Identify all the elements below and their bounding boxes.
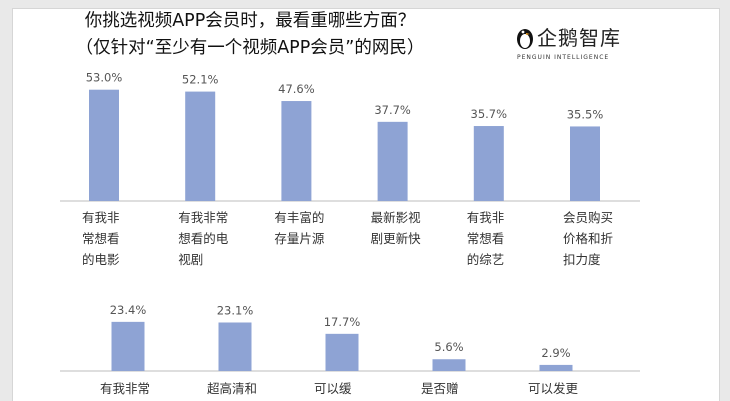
chart2-bar: [325, 333, 359, 371]
chart2-value-label: 23.1%: [217, 303, 254, 317]
title-line-1: 你挑选视频APP会员时，最看重哪些方面？: [84, 11, 416, 31]
logo-name: 企鹅智库: [537, 26, 621, 50]
chart1-category-label: 视剧: [178, 252, 203, 267]
chart2-category-label: 是否赠: [421, 381, 459, 396]
chart1-category-label: 会员购买: [563, 210, 613, 225]
chart1-category-label: 的电影: [82, 252, 120, 267]
chart1-category-label: 最新影视: [371, 210, 422, 225]
chart1-value-label: 37.7%: [374, 103, 411, 117]
chart2-value-label: 5.6%: [434, 340, 463, 354]
chart1-category-label: 常想看: [82, 231, 120, 246]
chart2-category-label: 可以缓: [314, 381, 352, 396]
chart1-value-label: 47.6%: [278, 82, 315, 96]
chart1-bar: [281, 101, 312, 201]
chart1-category-label: 价格和折: [563, 231, 613, 246]
chart1-bar: [377, 121, 408, 201]
chart1-category-label: 扣力度: [563, 252, 601, 267]
chart1-category-label: 剧更新快: [371, 231, 422, 246]
chart2-value-label: 2.9%: [541, 346, 570, 360]
chart1-bar: [89, 89, 119, 201]
logo-subtitle: PENGUIN INTELLIGENCE: [517, 54, 610, 61]
chart1-value-label: 53.0%: [86, 71, 123, 85]
penguin-icon: [517, 29, 533, 49]
chart2-category-label: 超高清和: [207, 381, 257, 396]
chart1-bar: [473, 126, 504, 201]
chart1-category-label: 有我非: [467, 210, 505, 225]
chart2-bar: [111, 321, 145, 371]
chart2-value-label: 23.4%: [110, 303, 147, 317]
chart-title: 你挑选视频APP会员时，最看重哪些方面？ （仅针对“至少有一个视频APP会员”的…: [0, 8, 500, 62]
chart1-category-label: 有丰富的: [274, 210, 324, 225]
chart2-bar: [432, 359, 466, 371]
chart1-category-label: 想看的电: [178, 231, 229, 246]
chart2-bar: [218, 322, 252, 371]
chart1-category-label: 的综艺: [467, 252, 505, 267]
chart1-category-label: 有我非: [82, 210, 120, 225]
chart2-bar: [539, 364, 573, 371]
chart2-category-label: 可以发更: [528, 381, 579, 396]
chart1-value-label: 35.5%: [567, 107, 604, 121]
chart1-value-label: 52.1%: [182, 73, 219, 87]
chart1-category-label: 有我非常: [178, 210, 228, 225]
penguin-logo: 企鹅智库 PENGUIN INTELLIGENCE: [515, 22, 633, 72]
chart1-value-label: 35.7%: [471, 107, 508, 121]
chart1-bar: [185, 91, 216, 201]
chart1-category-label: 常想看: [467, 231, 505, 246]
chart2-category-label: 有我非常: [100, 381, 150, 396]
chart1-category-label: 存量片源: [274, 231, 325, 246]
chart1-bar: [570, 126, 600, 201]
title-line-2: （仅针对“至少有一个视频APP会员”的网民）: [75, 38, 425, 58]
chart2-value-label: 17.7%: [324, 315, 361, 329]
